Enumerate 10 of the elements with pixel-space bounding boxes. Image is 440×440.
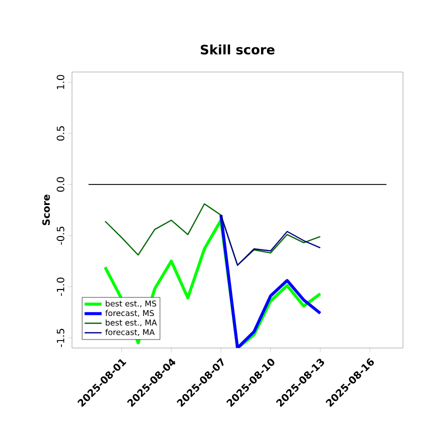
line-series	[219, 214, 322, 348]
y-tick-label: 0.0	[56, 177, 64, 192]
y-tick-label: -0.5	[56, 226, 64, 245]
y-tick-label: 1.0	[56, 74, 64, 90]
chart-title: Skill score	[200, 44, 274, 55]
y-tick-label: -1.5	[56, 328, 64, 348]
y-axis-title: Score	[42, 194, 50, 226]
y-tick-label: 0.5	[56, 126, 64, 141]
y-tick-label: -1.0	[56, 278, 64, 296]
line-series	[220, 214, 321, 266]
